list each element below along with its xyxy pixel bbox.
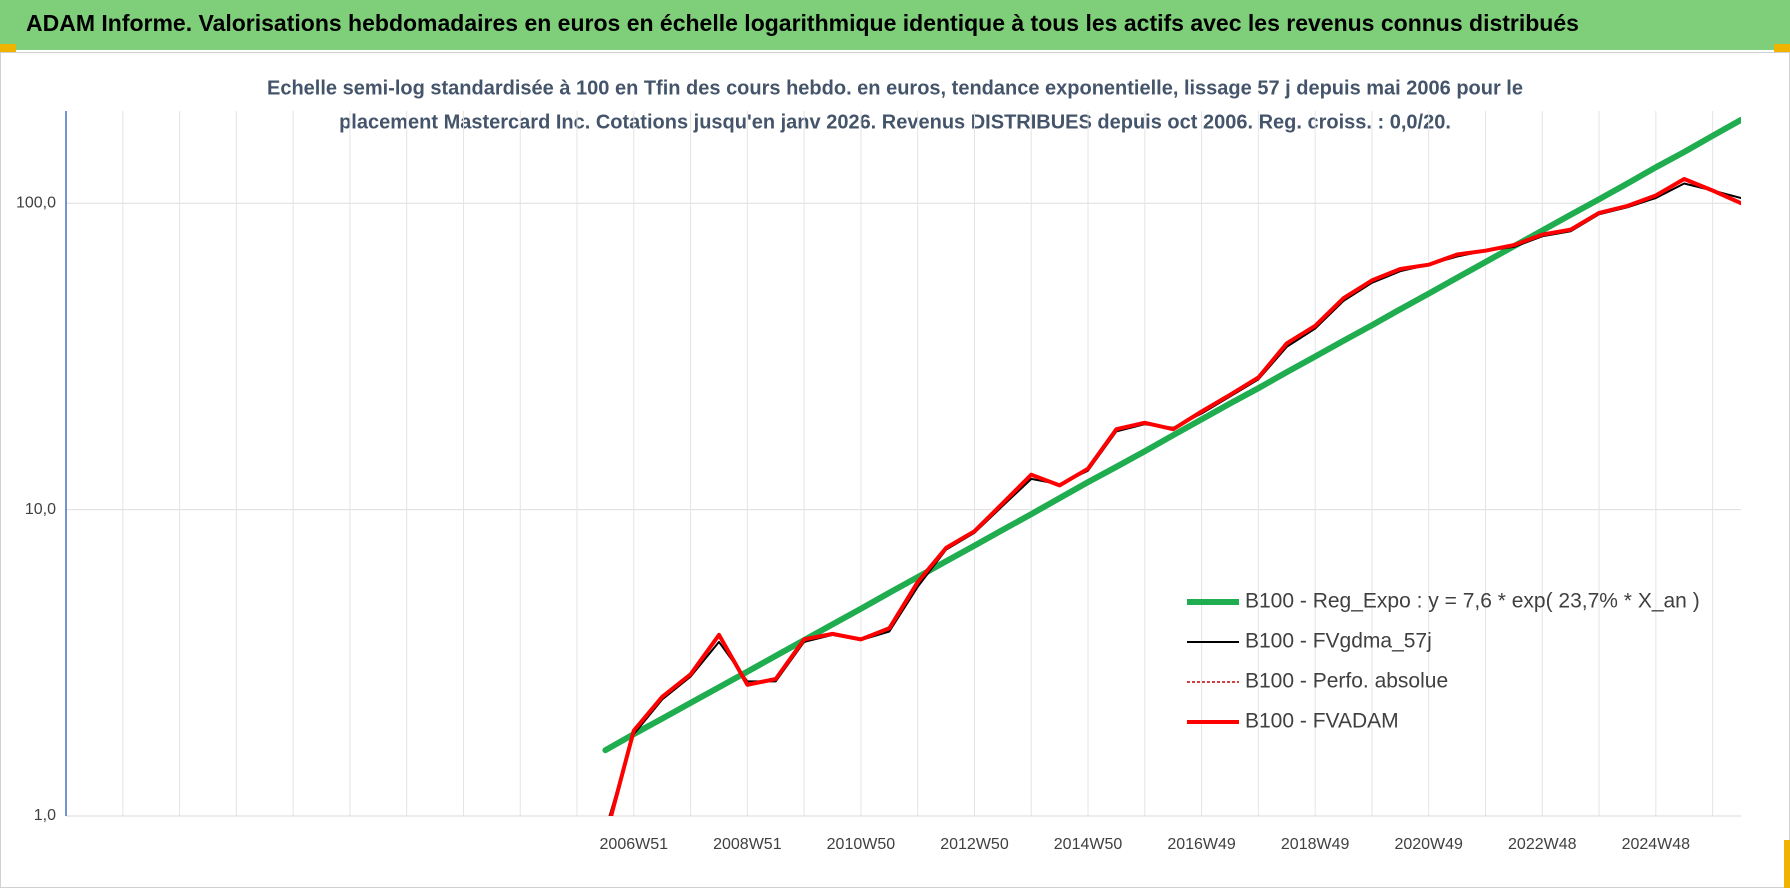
x-tick-label: 2016W49 xyxy=(1167,836,1236,853)
legend-label: B100 - FVADAM xyxy=(1245,710,1399,733)
x-tick-label: 2024W48 xyxy=(1622,836,1691,853)
legend-label: B100 - FVgdma_57j xyxy=(1245,630,1432,653)
chart-subtitle: Echelle semi-log standardisée à 100 en T… xyxy=(267,77,1523,99)
x-tick-label: 2008W51 xyxy=(713,836,782,853)
x-tick-label: 2020W49 xyxy=(1394,836,1463,853)
corner-mark xyxy=(0,44,16,52)
chart-subtitle: placement Mastercard Inc. Cotations jusq… xyxy=(339,111,1451,133)
x-tick-label: 2010W50 xyxy=(827,836,896,853)
x-tick-label: 2012W50 xyxy=(940,836,1009,853)
page-title: ADAM Informe. Valorisations hebdomadaire… xyxy=(26,10,1579,36)
x-tick-label: 2014W50 xyxy=(1054,836,1123,853)
legend: B100 - Reg_Expo : y = 7,6 * exp( 23,7% *… xyxy=(1187,590,1700,733)
x-tick-label: 2022W48 xyxy=(1508,836,1577,853)
y-tick-label: 100,0 xyxy=(16,194,56,211)
corner-mark xyxy=(1784,840,1790,888)
series-line xyxy=(609,177,1741,816)
y-tick-label: 1,0 xyxy=(34,807,56,824)
corner-mark xyxy=(1774,44,1790,52)
x-tick-label: 2018W49 xyxy=(1281,836,1350,853)
header-bar xyxy=(0,0,1790,50)
legend-label: B100 - Perfo. absolue xyxy=(1245,670,1448,693)
series-line xyxy=(602,116,1741,754)
plot-area xyxy=(602,116,1741,816)
x-tick-label: 2006W51 xyxy=(600,836,669,853)
y-tick-label: 10,0 xyxy=(25,501,56,518)
legend-label: B100 - Reg_Expo : y = 7,6 * exp( 23,7% *… xyxy=(1245,590,1700,613)
axis-labels: 1,0 10,0 100,0 2006W51 2008W51 2010W50 2012W50… xyxy=(16,194,1690,853)
